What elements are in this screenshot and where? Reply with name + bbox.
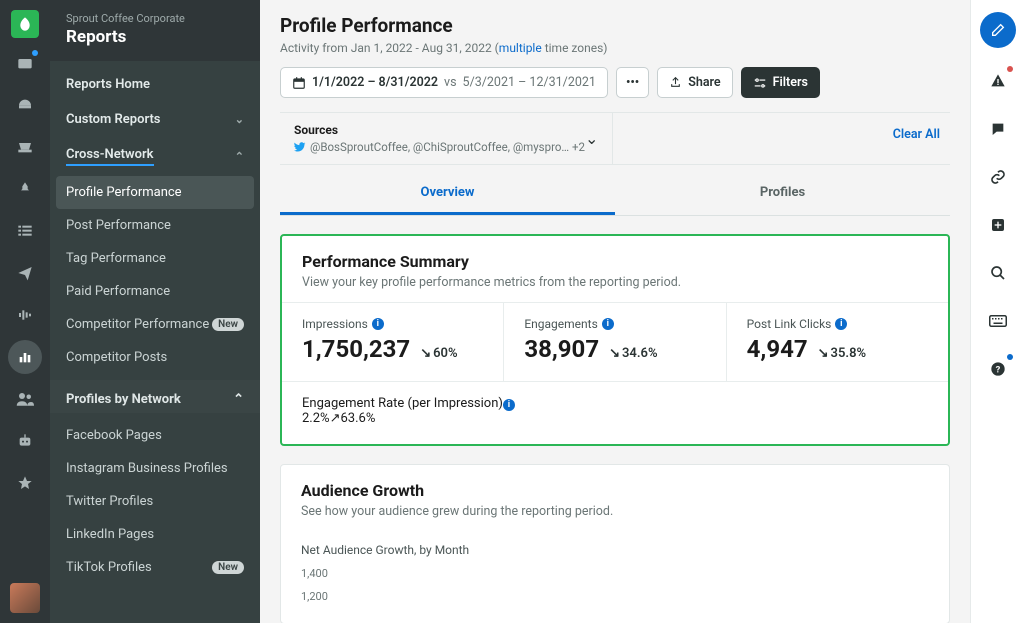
rail-item-star[interactable] (8, 466, 42, 500)
nav-instagram-profiles[interactable]: Instagram Business Profiles (50, 452, 260, 485)
tab-profiles[interactable]: Profiles (615, 173, 950, 215)
org-name: Sprout Coffee Corporate (66, 12, 244, 25)
sources-row: Sources @BosSproutCoffee, @ChiSproutCoff… (280, 112, 950, 165)
chevron-up-icon: ⌃ (235, 150, 244, 163)
new-badge: New (212, 318, 244, 331)
help-icon: ? (990, 361, 1006, 377)
page-title: Profile Performance (280, 14, 950, 37)
report-tabs: Overview Profiles (280, 173, 950, 216)
alert-icon (990, 73, 1006, 89)
new-badge: New (212, 561, 244, 574)
nav-custom-reports[interactable]: Custom Reports⌄ (50, 102, 260, 137)
date-range-picker[interactable]: 1/1/2022 – 8/31/2022 vs 5/3/2021 – 12/31… (280, 67, 608, 98)
more-options-button[interactable]: ••• (616, 67, 649, 98)
notifications-button[interactable] (983, 66, 1013, 96)
metric-impressions: Impressionsi 1,750,237↘60% (282, 303, 504, 381)
search-icon (990, 265, 1006, 281)
share-icon (669, 76, 682, 89)
nav-tag-performance[interactable]: Tag Performance (50, 242, 260, 275)
audience-growth-card: Audience Growth See how your audience gr… (280, 464, 950, 623)
timezone-link[interactable]: multiple (499, 41, 542, 55)
app-logo[interactable] (11, 10, 39, 38)
keyboard-button[interactable] (983, 306, 1013, 336)
chevron-down-icon: ⌄ (235, 113, 244, 126)
page-subtitle: Activity from Jan 1, 2022 - Aug 31, 2022… (280, 41, 950, 55)
arrow-down-icon: ↘ (420, 346, 431, 361)
metric-engagements: Engagementsi 38,907↘34.6% (504, 303, 726, 381)
app-section-title: Reports (66, 27, 244, 47)
rail-item-listening[interactable] (8, 298, 42, 332)
app-icon-rail (0, 0, 50, 623)
audience-growth-chart: Net Audience Growth, by Month 1,400 1,20… (281, 531, 949, 623)
rail-item-reports[interactable] (8, 340, 42, 374)
arrow-up-icon: ↗ (330, 411, 341, 426)
rail-item-pin[interactable] (8, 172, 42, 206)
clear-all-button[interactable]: Clear All (883, 113, 950, 164)
toolbar: 1/1/2022 – 8/31/2022 vs 5/3/2021 – 12/31… (280, 67, 950, 98)
nav-profile-performance[interactable]: Profile Performance (56, 176, 254, 209)
summary-title: Performance Summary (302, 252, 928, 271)
arrow-down-icon: ↘ (609, 346, 620, 361)
nav-twitter-profiles[interactable]: Twitter Profiles (50, 485, 260, 518)
metric-engagement-rate: Engagement Rate (per Impression)i 2.2%↗6… (282, 381, 948, 444)
growth-subtitle: See how your audience grew during the re… (301, 504, 929, 519)
main-content: Profile Performance Activity from Jan 1,… (260, 0, 970, 623)
reports-sidebar: Sprout Coffee Corporate Reports Reports … (50, 0, 260, 623)
rail-item-list[interactable] (8, 214, 42, 248)
help-button[interactable]: ? (983, 354, 1013, 384)
nav-reports-home[interactable]: Reports Home (50, 67, 260, 102)
nav-competitor-posts[interactable]: Competitor Posts (50, 341, 260, 374)
compose-icon (990, 22, 1006, 38)
search-button[interactable] (983, 258, 1013, 288)
rail-item-dashboard[interactable] (8, 88, 42, 122)
chart-ytick: 1,200 (301, 590, 929, 603)
filters-icon (753, 76, 767, 90)
nav-cross-network[interactable]: Cross-Network⌃ (50, 137, 260, 176)
nav-paid-performance[interactable]: Paid Performance (50, 275, 260, 308)
nav-competitor-performance[interactable]: Competitor PerformanceNew (50, 308, 260, 341)
link-button[interactable] (983, 162, 1013, 192)
link-icon (990, 169, 1006, 185)
plus-square-icon (990, 217, 1006, 233)
nav-post-performance[interactable]: Post Performance (50, 209, 260, 242)
rail-item-bot[interactable] (8, 424, 42, 458)
keyboard-icon (989, 315, 1007, 327)
chevron-up-icon: ⌃ (233, 392, 244, 407)
filters-button[interactable]: Filters (741, 67, 820, 98)
tab-overview[interactable]: Overview (280, 173, 615, 215)
rail-item-publishing[interactable] (8, 46, 42, 80)
twitter-icon (294, 141, 306, 153)
sources-selector[interactable]: Sources @BosSproutCoffee, @ChiSproutCoff… (280, 113, 613, 164)
calendar-icon (292, 76, 306, 90)
right-action-rail: ? (970, 0, 1024, 623)
user-avatar[interactable] (10, 583, 40, 613)
feedback-button[interactable] (983, 114, 1013, 144)
compose-button[interactable] (980, 12, 1016, 48)
chart-ytick: 1,400 (301, 567, 929, 580)
metric-post-link-clicks: Post Link Clicksi 4,947↘35.8% (727, 303, 948, 381)
info-icon[interactable]: i (602, 318, 614, 330)
rail-item-send[interactable] (8, 256, 42, 290)
svg-text:?: ? (995, 364, 1000, 375)
performance-summary-card: Performance Summary View your key profil… (280, 234, 950, 446)
chevron-down-icon: ⌄ (585, 129, 598, 148)
dots-icon: ••• (626, 75, 639, 90)
chat-icon (990, 121, 1006, 137)
rail-item-inbox[interactable] (8, 130, 42, 164)
info-icon[interactable]: i (835, 318, 847, 330)
summary-subtitle: View your key profile performance metric… (302, 275, 928, 290)
arrow-down-icon: ↘ (818, 346, 829, 361)
growth-title: Audience Growth (301, 481, 929, 500)
share-button[interactable]: Share (657, 67, 732, 98)
info-icon[interactable]: i (503, 399, 515, 411)
nav-tiktok-profiles[interactable]: TikTok ProfilesNew (50, 551, 260, 584)
rail-item-people[interactable] (8, 382, 42, 416)
nav-facebook-pages[interactable]: Facebook Pages (50, 419, 260, 452)
nav-linkedin-pages[interactable]: LinkedIn Pages (50, 518, 260, 551)
nav-profiles-by-network[interactable]: Profiles by Network⌃ (50, 380, 260, 413)
add-button[interactable] (983, 210, 1013, 240)
info-icon[interactable]: i (372, 318, 384, 330)
